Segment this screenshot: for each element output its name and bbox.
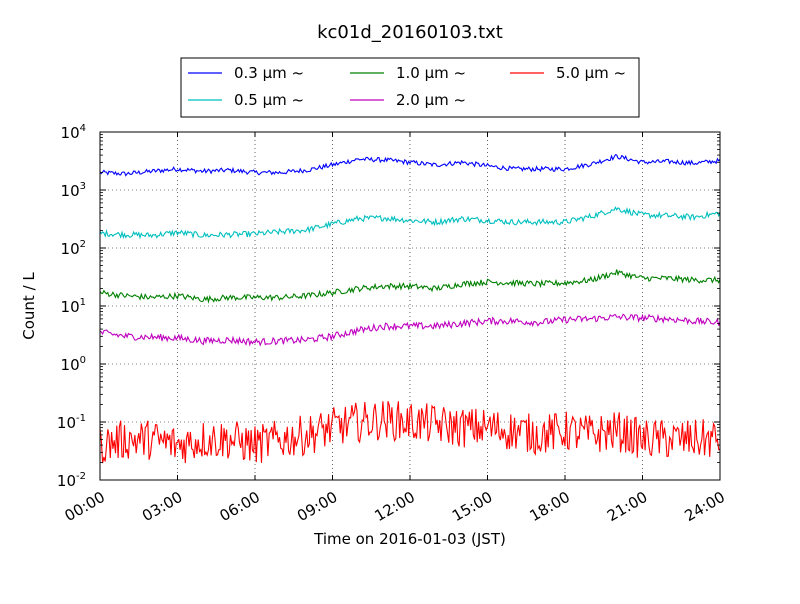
legend-label: 2.0 μm ~ bbox=[396, 91, 466, 109]
legend-label: 1.0 μm ~ bbox=[396, 64, 466, 82]
series-line-1 bbox=[99, 206, 721, 240]
chart-title: kc01d_20160103.txt bbox=[317, 22, 503, 43]
legend-label: 5.0 μm ~ bbox=[556, 64, 626, 82]
y-tick-label: 100 bbox=[61, 355, 86, 374]
y-tick-label: 102 bbox=[61, 239, 86, 258]
series-line-3 bbox=[99, 313, 721, 347]
y-tick-label: 101 bbox=[61, 297, 86, 316]
legend-box bbox=[180, 57, 640, 118]
y-tick-label: 103 bbox=[61, 181, 86, 200]
legend-label: 0.3 μm ~ bbox=[234, 64, 304, 82]
y-tick-label: 104 bbox=[61, 123, 86, 142]
y-tick-label: 10-1 bbox=[57, 413, 86, 432]
series-lines bbox=[99, 154, 721, 464]
series-line-0 bbox=[99, 154, 721, 177]
legend-label: 0.5 μm ~ bbox=[234, 91, 304, 109]
gridlines bbox=[100, 132, 720, 480]
series-line-2 bbox=[99, 269, 721, 304]
x-axis-label: Time on 2016-01-03 (JST) bbox=[313, 530, 506, 548]
y-tick-label: 10-2 bbox=[57, 471, 86, 490]
legend: 0.3 μm ~ 0.5 μm ~ 1.0 μm ~ 2.0 μm ~ 5.0 μm ~ bbox=[180, 57, 640, 118]
y-axis-label: Count / L bbox=[20, 272, 38, 340]
series-line-4 bbox=[99, 401, 721, 464]
